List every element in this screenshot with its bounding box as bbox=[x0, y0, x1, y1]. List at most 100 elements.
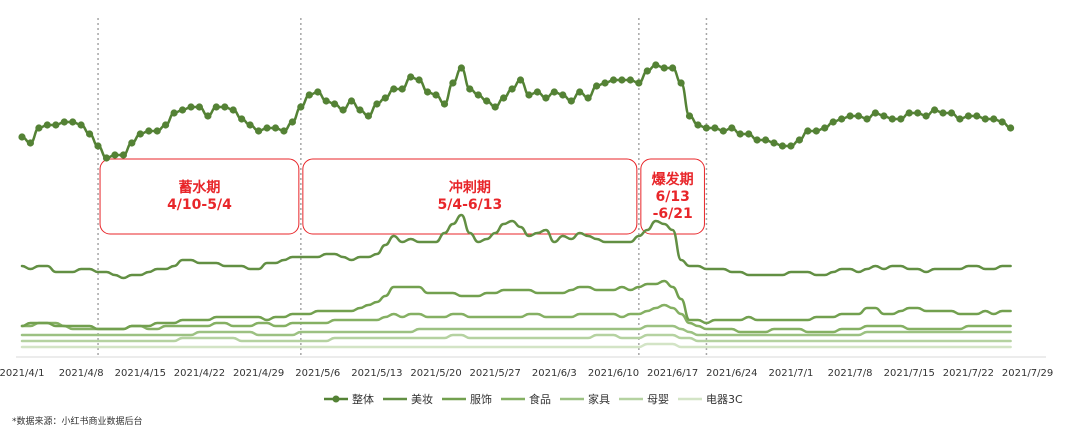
legend-label: 整体 bbox=[352, 392, 374, 406]
data-point bbox=[94, 142, 102, 150]
data-point bbox=[838, 115, 846, 123]
x-tick-label: 2021/6/24 bbox=[706, 368, 757, 379]
phase-box bbox=[640, 158, 705, 235]
x-tick-label: 2021/5/27 bbox=[470, 368, 521, 379]
data-point bbox=[457, 64, 465, 72]
phase-dividers bbox=[97, 18, 708, 356]
data-point bbox=[584, 94, 592, 102]
data-point bbox=[221, 103, 229, 111]
data-point bbox=[280, 127, 288, 135]
data-point bbox=[694, 121, 702, 129]
data-point bbox=[491, 103, 499, 111]
data-point bbox=[778, 142, 787, 150]
data-point bbox=[618, 76, 626, 84]
data-point bbox=[322, 97, 330, 105]
data-point bbox=[914, 109, 922, 117]
phase-label: 冲刺期 bbox=[449, 179, 491, 196]
data-point bbox=[931, 106, 939, 114]
series-lines bbox=[18, 61, 1015, 349]
data-point bbox=[18, 133, 26, 141]
x-tick-label: 2021/5/13 bbox=[351, 368, 402, 379]
x-tick-label: 2021/4/22 bbox=[174, 368, 225, 379]
data-point bbox=[762, 136, 770, 144]
data-point bbox=[846, 112, 854, 120]
data-point bbox=[170, 109, 178, 117]
data-point bbox=[415, 76, 423, 84]
data-point bbox=[508, 85, 516, 93]
x-tick-label: 2021/6/17 bbox=[647, 368, 698, 379]
phase-label: 蓄水期 bbox=[178, 179, 220, 196]
data-point bbox=[195, 103, 203, 111]
data-point bbox=[922, 112, 930, 120]
data-point bbox=[770, 139, 778, 147]
data-point bbox=[829, 118, 837, 126]
data-point bbox=[305, 91, 313, 99]
data-point bbox=[339, 106, 347, 114]
data-point bbox=[466, 85, 474, 93]
data-point bbox=[812, 127, 820, 135]
data-point bbox=[204, 112, 212, 120]
data-point bbox=[685, 112, 694, 120]
data-point bbox=[542, 94, 550, 102]
x-tick-label: 2021/4/1 bbox=[0, 368, 44, 379]
data-point bbox=[474, 91, 482, 99]
data-point bbox=[601, 79, 609, 87]
data-point bbox=[229, 106, 237, 114]
x-tick-label: 2021/6/3 bbox=[532, 368, 577, 379]
legend: 整体 美妆 服饰 食品 家具 母婴 电器3C bbox=[324, 392, 743, 406]
data-point bbox=[128, 139, 136, 147]
phase-label: 爆发期 bbox=[652, 171, 694, 188]
data-point bbox=[398, 85, 406, 93]
data-point bbox=[516, 76, 525, 84]
data-point bbox=[626, 76, 635, 84]
data-point bbox=[35, 124, 43, 132]
data-point bbox=[60, 118, 68, 126]
phase-box bbox=[99, 158, 300, 235]
data-point bbox=[86, 130, 94, 138]
data-point bbox=[871, 109, 880, 117]
data-point bbox=[736, 130, 744, 138]
data-point bbox=[880, 112, 888, 120]
data-point bbox=[669, 64, 677, 72]
data-point bbox=[888, 115, 896, 123]
data-point bbox=[432, 91, 440, 99]
data-point bbox=[660, 64, 668, 72]
series-line-4 bbox=[20, 303, 1012, 334]
data-point bbox=[407, 73, 415, 81]
data-point bbox=[897, 115, 905, 123]
data-point bbox=[956, 115, 964, 123]
data-point bbox=[593, 82, 601, 90]
data-point bbox=[947, 109, 956, 117]
data-point bbox=[238, 115, 246, 123]
data-point bbox=[635, 79, 643, 87]
data-point bbox=[525, 91, 533, 99]
data-point bbox=[111, 151, 119, 159]
data-point bbox=[52, 121, 60, 129]
x-tick-label: 2021/4/15 bbox=[115, 368, 166, 379]
data-point bbox=[483, 97, 491, 105]
x-tick-label: 2021/5/6 bbox=[295, 368, 340, 379]
legend-label: 美妆 bbox=[411, 393, 433, 406]
legend-label: 食品 bbox=[529, 392, 551, 406]
data-point bbox=[711, 124, 719, 132]
data-point bbox=[102, 154, 111, 162]
data-point bbox=[187, 103, 195, 111]
data-point bbox=[271, 124, 280, 132]
data-point bbox=[719, 127, 727, 135]
data-point bbox=[745, 130, 753, 138]
data-point bbox=[567, 97, 575, 105]
data-point bbox=[297, 103, 305, 111]
data-point bbox=[998, 118, 1006, 126]
data-point bbox=[77, 121, 85, 129]
data-point bbox=[550, 88, 558, 96]
data-point bbox=[576, 88, 584, 96]
x-tick-label: 2021/7/8 bbox=[828, 368, 873, 379]
data-point bbox=[136, 130, 144, 138]
x-tick-label: 2021/7/22 bbox=[943, 368, 994, 379]
data-point bbox=[69, 118, 77, 126]
data-point bbox=[153, 127, 161, 135]
legend-label: 母婴 bbox=[647, 393, 669, 406]
data-point bbox=[905, 109, 913, 117]
series-line-5 bbox=[20, 324, 1012, 337]
